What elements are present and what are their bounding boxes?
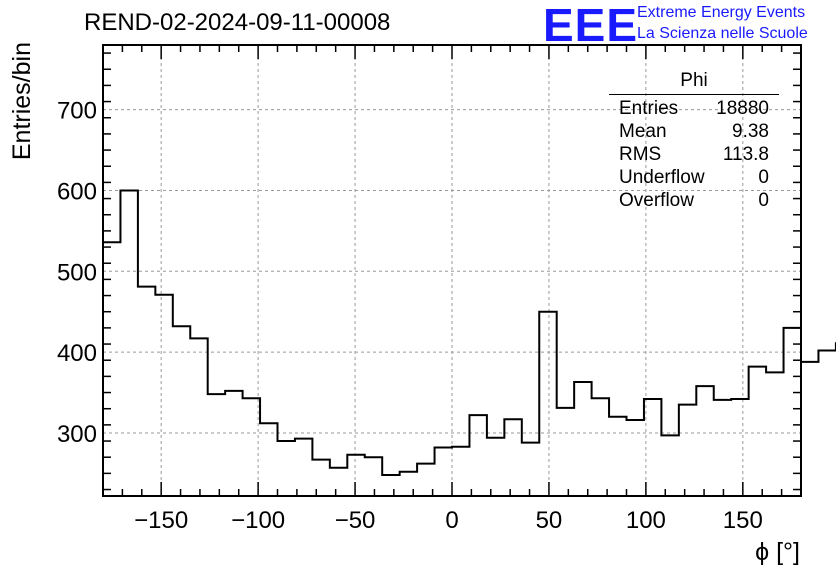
- stats-row-overflow: Overflow 0: [609, 189, 779, 212]
- x-axis-label: ϕ [°]: [755, 538, 800, 566]
- stats-value: 0: [758, 167, 769, 188]
- stats-label: Entries: [619, 98, 679, 119]
- stats-box: Phi Entries 18880 Mean 9.38 RMS 113.8 Un…: [609, 70, 779, 212]
- x-tick-label: 100: [626, 507, 666, 534]
- x-tick-label: −150: [134, 507, 188, 534]
- stats-row-mean: Mean 9.38: [609, 120, 779, 143]
- logo-text-line1: Extreme Energy Events: [637, 4, 806, 21]
- stats-row-underflow: Underflow 0: [609, 166, 779, 189]
- chart-title: REND-02-2024-09-11-00008: [84, 9, 391, 36]
- stats-row-entries: Entries 18880: [609, 97, 779, 120]
- stats-box-title: Phi: [609, 70, 779, 95]
- y-tick-label: 600: [57, 178, 97, 205]
- histogram-line: [103, 189, 836, 476]
- eee-logo-mark: EEE: [543, 0, 639, 51]
- y-tick-label: 400: [57, 340, 97, 367]
- stats-label: Mean: [619, 121, 667, 142]
- stats-row-rms: RMS 113.8: [609, 143, 779, 166]
- stats-value: 9.38: [732, 121, 769, 142]
- x-tick-label: 50: [536, 507, 563, 534]
- stats-value: 0: [758, 190, 769, 211]
- stats-value: 18880: [716, 98, 769, 119]
- x-tick-label: 0: [445, 507, 458, 534]
- x-tick-label: −100: [231, 507, 285, 534]
- x-tick-label: −50: [335, 507, 376, 534]
- y-axis-label: Entries/bin: [8, 42, 36, 160]
- y-tick-label: 700: [57, 98, 97, 125]
- stats-label: Overflow: [619, 190, 694, 211]
- stats-value: 113.8: [722, 144, 769, 165]
- y-tick-label: 300: [57, 421, 97, 448]
- stats-label: RMS: [619, 144, 662, 165]
- logo-text-line2: La Scienza nelle Scuole: [637, 25, 808, 42]
- stats-label: Underflow: [619, 167, 705, 188]
- x-tick-label: 150: [723, 507, 763, 534]
- y-tick-label: 500: [57, 259, 97, 286]
